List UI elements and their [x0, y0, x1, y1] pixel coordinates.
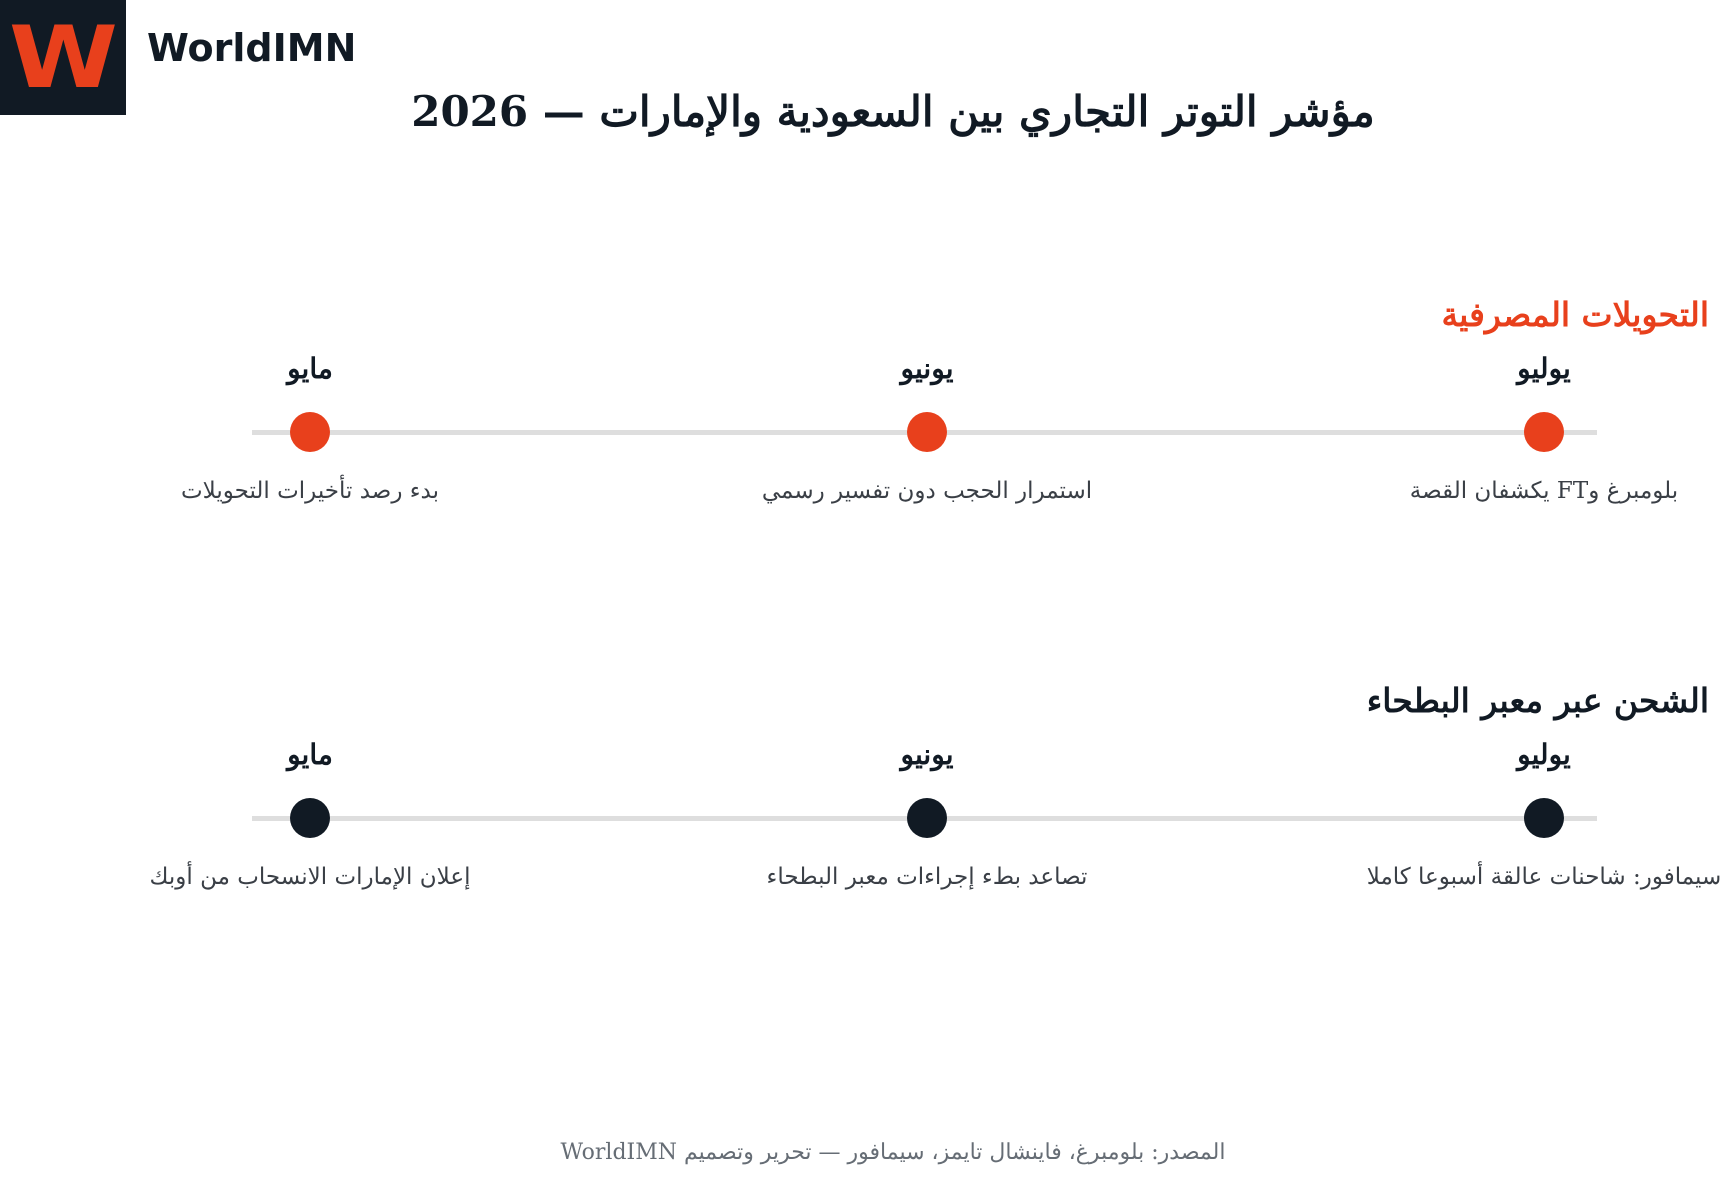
node-event: بدء رصد تأخيرات التحويلات — [180, 478, 440, 504]
source-footer: المصدر: بلومبرغ، فاينشال تايمز، سيمافور … — [560, 1140, 1226, 1165]
node-event: إعلان الإمارات الانسحاب من أوبك — [149, 864, 471, 890]
timeline-section-shipping: الشحن عبر معبر البطحاء يوليو سيمافور: شا… — [0, 678, 1720, 938]
timeline-section-bank-transfers: التحويلات المصرفية يوليو بلومبرغ وFT يكش… — [0, 292, 1720, 552]
node-event: بلومبرغ وFT يكشفان القصة — [1409, 478, 1679, 504]
node-month: يوليو — [1517, 352, 1571, 385]
node-month: يوليو — [1517, 738, 1571, 771]
node-event: تصاعد بطء إجراءات معبر البطحاء — [766, 864, 1088, 890]
timeline-dot — [907, 412, 947, 452]
timeline-dot — [1524, 412, 1564, 452]
node-month: يونيو — [900, 352, 954, 385]
node-month: يونيو — [900, 738, 954, 771]
timeline-dot — [907, 798, 947, 838]
section-title: الشحن عبر معبر البطحاء — [1366, 681, 1709, 720]
timeline-dot — [290, 798, 330, 838]
timeline-dot — [1524, 798, 1564, 838]
timeline-dot — [290, 412, 330, 452]
node-event: استمرار الحجب دون تفسير رسمي — [761, 478, 1093, 504]
node-month: مايو — [287, 352, 333, 385]
node-month: مايو — [287, 738, 333, 771]
brand-logo: W — [0, 0, 126, 115]
section-title: التحويلات المصرفية — [1441, 295, 1709, 334]
logo-letter: W — [8, 7, 118, 108]
page-title: مؤشر التوتر التجاري بين السعودية والإمار… — [411, 87, 1375, 136]
node-event: سيمافور: شاحنات عالقة أسبوعا كاملا — [1366, 864, 1720, 890]
brand-name: WorldIMN — [147, 26, 357, 70]
